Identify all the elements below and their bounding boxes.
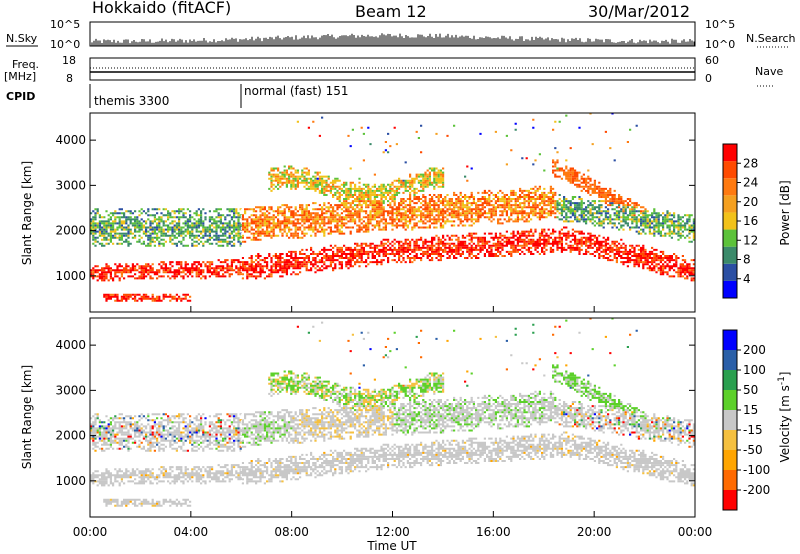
velocity-cb-swatch-0 xyxy=(723,490,737,510)
xtick-label-3: 12:00 xyxy=(375,525,410,539)
velocity-colorbar: 200 100 50 15 -15 -50 -100 -200 xyxy=(722,329,770,511)
xtick-label-1: 04:00 xyxy=(174,525,209,539)
power-cb-tick-label-3: 16 xyxy=(743,214,758,228)
velocity-cb-tick-label-0: 200 xyxy=(743,343,766,357)
velocity-colorbar-label-main: Velocity [m s xyxy=(778,385,792,462)
nave-label: Nave xyxy=(755,65,783,78)
power-cb-tick-label-0: 28 xyxy=(743,156,758,170)
freq-panel: Freq. [MHz] 18 8 60 0 Nave xyxy=(4,54,783,87)
x-axis-ticks: 00:00 04:00 08:00 12:00 16:00 20:00 00:00 xyxy=(73,306,713,539)
power-cb-swatch-8 xyxy=(723,144,737,162)
freq-frame xyxy=(89,57,696,81)
velocity-colorbar-label: Velocity [m s-1] xyxy=(777,372,792,463)
cpid-segment-2: normal (fast) 151 xyxy=(244,84,348,98)
power-ytick-label-4000: 4000 xyxy=(55,133,86,147)
power-cb-tick-label-4: 12 xyxy=(743,233,758,247)
velocity-colorbar-label-end: ] xyxy=(778,372,792,377)
velocity-data xyxy=(90,317,695,517)
velocity-cb-tick-label-3: 15 xyxy=(743,403,758,417)
cpid-label: CPID xyxy=(6,90,35,103)
nsky-panel: N.Sky 10^5 10^0 10^5 10^0 N.Search xyxy=(6,18,796,51)
freq-tick-top: 18 xyxy=(62,54,76,67)
velocity-cells-7 xyxy=(96,317,691,450)
xtick-label-6: 00:00 xyxy=(678,525,713,539)
velocity-ytick-label-4000: 4000 xyxy=(55,338,86,352)
velocity-ytick-label-1000: 1000 xyxy=(55,474,86,488)
power-cells-3 xyxy=(90,114,695,247)
velocity-cb-tick-label-5: -50 xyxy=(743,443,763,457)
freq-unit: [MHz] xyxy=(4,70,36,83)
nsky-trace xyxy=(89,33,695,46)
velocity-cb-swatch-6 xyxy=(723,370,737,390)
station-title: Hokkaido (fitACF) xyxy=(92,0,231,17)
power-colorbar: 28 24 20 16 12 8 4 xyxy=(722,143,758,299)
velocity-cb-swatch-4 xyxy=(723,410,737,430)
xtick-label-2: 08:00 xyxy=(274,525,309,539)
xtick-label-5: 20:00 xyxy=(577,525,612,539)
velocity-cb-swatch-1 xyxy=(723,470,737,490)
velocity-cb-swatch-8 xyxy=(723,330,737,350)
nsearch-tick-bottom: 10^0 xyxy=(705,38,735,51)
date-title: 30/Mar/2012 xyxy=(588,2,690,21)
freq-label: Freq. xyxy=(12,58,39,71)
nave-tick-bottom: 0 xyxy=(705,72,712,85)
power-ytick-label-3000: 3000 xyxy=(55,178,86,192)
power-cb-swatch-1 xyxy=(723,263,737,281)
power-cb-tick-label-2: 20 xyxy=(743,195,758,209)
power-cb-swatch-7 xyxy=(723,161,737,179)
nsky-tick-top: 10^5 xyxy=(50,18,80,31)
power-cb-swatch-0 xyxy=(723,280,737,298)
power-cb-swatch-3 xyxy=(723,229,737,247)
cpid-panel: CPID themis 3300 normal (fast) 151 xyxy=(6,84,348,108)
power-ylabel: Slant Range [km] xyxy=(20,161,34,265)
power-cb-tick-label-6: 4 xyxy=(743,272,751,286)
power-cb-swatch-5 xyxy=(723,195,737,213)
velocity-ytick-label-2000: 2000 xyxy=(55,429,86,443)
velocity-cells-0 xyxy=(90,321,695,507)
nsky-label: N.Sky xyxy=(6,32,38,45)
power-data xyxy=(90,112,695,312)
nsky-bars xyxy=(89,33,695,46)
x-axis-label: Time UT xyxy=(366,539,417,553)
freq-tick-bottom: 8 xyxy=(66,72,73,85)
power-cb-tick-label-5: 8 xyxy=(743,253,751,267)
velocity-ytick-label-3000: 3000 xyxy=(55,383,86,397)
velocity-cb-swatch-5 xyxy=(723,390,737,410)
velocity-cb-tick-label-1: 100 xyxy=(743,363,766,377)
velocity-cb-tick-label-6: -100 xyxy=(743,463,770,477)
velocity-panel: 1000 2000 3000 4000 Slant Range [km] xyxy=(20,317,696,518)
velocity-colorbar-label-exp: -1 xyxy=(777,376,787,385)
velocity-cb-frame xyxy=(722,329,738,511)
velocity-cb-swatch-3 xyxy=(723,430,737,450)
beam-title: Beam 12 xyxy=(355,2,427,21)
nave-tick-top: 60 xyxy=(705,54,719,67)
velocity-cb-tick-label-7: -200 xyxy=(743,483,770,497)
power-yticks: 1000 2000 3000 4000 xyxy=(55,133,695,283)
power-ytick-label-2000: 2000 xyxy=(55,224,86,238)
velocity-cb-swatch-2 xyxy=(723,450,737,470)
nsearch-label: N.Search xyxy=(746,32,796,45)
xtick-label-0: 00:00 xyxy=(73,525,108,539)
velocity-yticks: 1000 2000 3000 4000 xyxy=(55,338,695,488)
power-cb-tick-label-1: 24 xyxy=(743,176,758,190)
velocity-cb-tick-label-2: 50 xyxy=(743,383,758,397)
velocity-ylabel: Slant Range [km] xyxy=(20,365,34,469)
power-cb-swatch-2 xyxy=(723,246,737,264)
velocity-cb-tick-label-4: -15 xyxy=(743,423,763,437)
power-cb-swatch-4 xyxy=(723,212,737,230)
power-colorbar-label: Power [dB] xyxy=(778,180,792,245)
xtick-label-4: 16:00 xyxy=(476,525,511,539)
nsearch-tick-top: 10^5 xyxy=(705,18,735,31)
power-cb-swatch-6 xyxy=(723,178,737,196)
power-panel: 1000 2000 3000 4000 Slant Range [km] xyxy=(20,112,696,313)
nsky-tick-bottom: 10^0 xyxy=(50,38,80,51)
power-ytick-label-1000: 1000 xyxy=(55,269,86,283)
velocity-cb-swatch-7 xyxy=(723,350,737,370)
cpid-segment-1: themis 3300 xyxy=(94,94,169,108)
